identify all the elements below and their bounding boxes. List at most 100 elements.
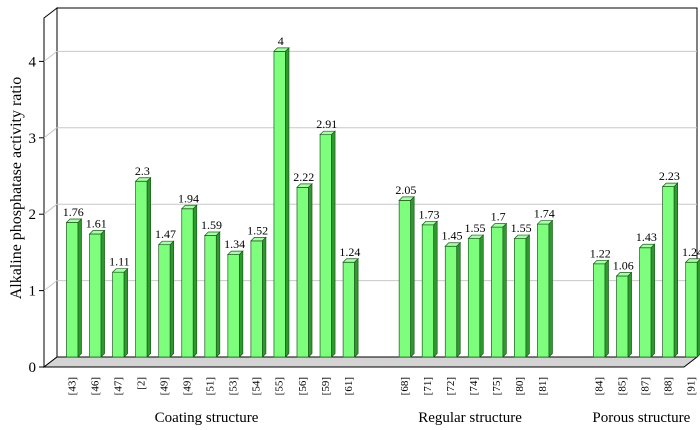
bar-front	[593, 263, 606, 358]
bar-side	[239, 250, 244, 358]
value-labels: 1.761.61 1.11 2.3 1.47 1.941.591.341.52 4 2.22…	[63, 34, 700, 273]
bar	[684, 258, 700, 358]
bar-front	[112, 271, 125, 358]
bar	[444, 241, 462, 358]
bar	[296, 183, 313, 358]
x-tick-label: [84]	[593, 377, 605, 395]
bar-side	[285, 47, 290, 358]
group-label: Regular structure	[418, 410, 522, 426]
bar-front	[662, 186, 675, 358]
bar-side	[650, 243, 655, 358]
bar	[661, 182, 679, 358]
bar-side	[77, 218, 82, 358]
bar	[203, 231, 221, 358]
bar-side	[627, 271, 632, 358]
bar-side	[433, 220, 438, 358]
bar-value-label: 1.43	[636, 230, 657, 244]
x-tick-label: [46]	[89, 377, 101, 395]
bar-value-label: 1.76	[63, 205, 84, 219]
bar-side	[192, 204, 198, 358]
y-axis-label: Alkaline phosphatase activity ratio	[8, 77, 25, 300]
bar-top	[684, 258, 700, 263]
bars-layer	[65, 47, 700, 358]
bar-side	[100, 229, 105, 358]
bar-side	[262, 236, 267, 358]
bar-value-label: 1.34	[224, 237, 245, 251]
bar-front	[158, 244, 171, 358]
bar	[342, 257, 359, 358]
bar-value-label: 1.55	[465, 221, 486, 235]
bar	[398, 196, 415, 358]
bar-side	[479, 234, 484, 358]
bar	[490, 222, 508, 358]
x-tick-label: [55]	[274, 377, 286, 395]
bar-value-label: 2.05	[395, 183, 416, 197]
bar	[227, 250, 244, 358]
bar-value-label: 1.24	[682, 245, 700, 259]
bar-front	[181, 208, 194, 358]
bar-side	[146, 176, 151, 358]
x-tick-label: [85]	[616, 377, 628, 395]
group-label: Porous structure	[592, 410, 690, 426]
x-tick-label: [80]	[514, 377, 526, 395]
left-wall	[43, 6, 58, 369]
x-tick-label: [88]	[662, 377, 674, 395]
bar-side	[169, 240, 175, 358]
x-tick-label: [71]	[422, 377, 434, 395]
bar-front	[66, 222, 79, 358]
bar-side	[354, 257, 359, 358]
bar-side	[215, 231, 221, 358]
bar	[180, 204, 198, 358]
x-tick-label: [56]	[297, 377, 309, 395]
bar	[111, 267, 129, 358]
bar-value-label: 2.3	[135, 164, 150, 178]
bar-value-label: 1.24	[339, 245, 360, 259]
y-tick-label: 3	[29, 131, 37, 147]
bar-front	[227, 254, 240, 358]
x-tick-label: [51]	[205, 377, 217, 395]
bar	[65, 218, 83, 358]
x-tick-label: [53]	[228, 377, 240, 395]
bar-front	[342, 261, 355, 358]
bar	[157, 240, 175, 358]
bar-value-label: 1.74	[534, 207, 555, 221]
bar-side	[331, 130, 336, 358]
x-tick-label: [54]	[251, 377, 263, 395]
x-tick-label: [81]	[537, 377, 549, 395]
bar-value-label: 1.73	[418, 207, 439, 221]
bar-value-label: 1.06	[613, 259, 634, 273]
bar-front	[398, 200, 411, 358]
bar-front	[491, 226, 504, 358]
bar-side	[456, 241, 461, 358]
bar-side	[525, 234, 530, 358]
bar-value-label: 1.52	[247, 223, 268, 237]
bar-side	[410, 196, 415, 358]
bar-value-label: 1.61	[86, 216, 107, 230]
x-tick-label: [59]	[320, 377, 332, 395]
bar	[513, 234, 531, 358]
bar-front	[444, 245, 458, 358]
bar	[536, 219, 554, 358]
x-tick-label: [75]	[491, 377, 503, 395]
bar	[88, 229, 106, 358]
x-tick-label: [87]	[639, 377, 651, 395]
bar-front	[89, 233, 102, 358]
bar	[134, 176, 152, 358]
bar-value-label: 2.22	[293, 170, 314, 184]
bar-value-label: 2.23	[659, 169, 680, 183]
x-tick-label: [47]	[112, 377, 124, 395]
bar-value-label: 1.45	[442, 229, 463, 243]
bar-front	[296, 187, 309, 358]
x-tick-label: [91]	[685, 377, 697, 395]
bar	[319, 130, 336, 358]
x-tick-label: [43]	[66, 377, 78, 395]
bar-front	[685, 261, 698, 358]
floor	[42, 356, 699, 368]
grid-line-side	[43, 203, 58, 215]
x-tick-label: [2]	[135, 377, 147, 390]
bar-front	[537, 223, 550, 358]
bar-front	[319, 134, 332, 358]
bar-front	[250, 240, 263, 358]
y-tick-label: 4	[29, 54, 37, 70]
